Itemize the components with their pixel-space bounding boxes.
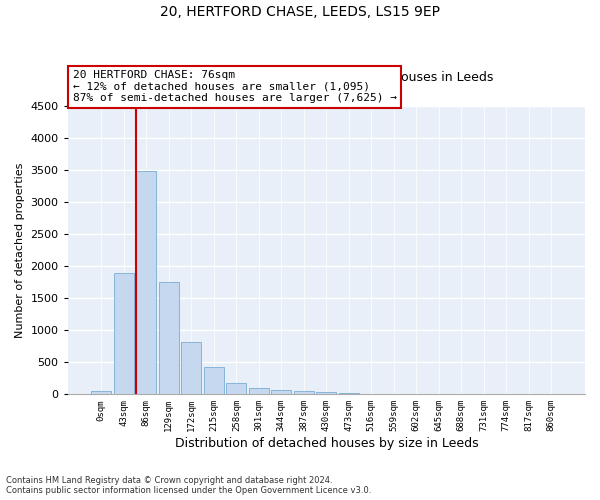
Text: 20 HERTFORD CHASE: 76sqm
← 12% of detached houses are smaller (1,095)
87% of sem: 20 HERTFORD CHASE: 76sqm ← 12% of detach… (73, 70, 397, 103)
Bar (339, 393, 359, 394)
Y-axis label: Number of detached properties: Number of detached properties (15, 162, 25, 338)
Bar (271, 390, 292, 394)
Bar (91, 391, 112, 394)
Text: Contains HM Land Registry data © Crown copyright and database right 2024.
Contai: Contains HM Land Registry data © Crown c… (6, 476, 371, 495)
Bar (226, 384, 247, 394)
Bar (249, 388, 269, 394)
Bar (316, 392, 337, 394)
Text: 20, HERTFORD CHASE, LEEDS, LS15 9EP: 20, HERTFORD CHASE, LEEDS, LS15 9EP (160, 5, 440, 19)
Bar (204, 367, 224, 394)
Bar (114, 272, 134, 394)
X-axis label: Distribution of detached houses by size in Leeds: Distribution of detached houses by size … (175, 437, 478, 450)
Bar (181, 342, 202, 394)
Bar (159, 282, 179, 395)
Title: Size of property relative to detached houses in Leeds: Size of property relative to detached ho… (159, 71, 494, 84)
Bar (294, 391, 314, 394)
Bar (136, 171, 157, 394)
